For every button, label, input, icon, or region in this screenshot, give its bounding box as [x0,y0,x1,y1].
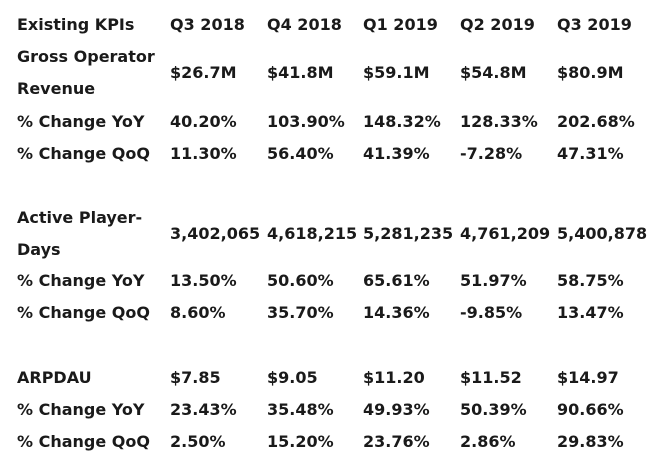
yoy-value: 65.61% [363,271,430,290]
period-header: Q1 2019 [363,15,438,34]
qoq-value: 41.39% [363,144,430,163]
qoq-value: 11.30% [170,144,237,163]
period-header: Q3 2019 [557,15,632,34]
qoq-value: 35.70% [267,303,334,322]
yoy-value: 50.60% [267,271,334,290]
yoy-value: 51.97% [460,271,527,290]
active-player-days-row: Active Player-Days 3,402,065 4,618,215 5… [0,202,656,266]
qoq-row: % Change QoQ 11.30% 56.40% 41.39% -7.28%… [0,138,656,170]
metric-value: $14.97 [557,368,619,387]
qoq-value: 29.83% [557,432,624,451]
yoy-value: 103.90% [267,112,345,131]
yoy-value: 23.43% [170,400,237,419]
yoy-value: 50.39% [460,400,527,419]
yoy-row: % Change YoY 23.43% 35.48% 49.93% 50.39%… [0,394,656,426]
qoq-value: 2.86% [460,432,516,451]
qoq-value: -9.85% [460,303,523,322]
qoq-row: % Change QoQ 2.50% 15.20% 23.76% 2.86% 2… [0,426,656,458]
qoq-value: 47.31% [557,144,624,163]
qoq-label: % Change QoQ [17,432,150,451]
period-header: Q4 2018 [267,15,342,34]
qoq-value: 15.20% [267,432,334,451]
metric-label: ARPDAU [17,368,92,387]
qoq-value: 2.50% [170,432,226,451]
metric-label: Gross Operator Revenue [17,47,155,98]
qoq-value: 14.36% [363,303,430,322]
period-header: Q2 2019 [460,15,535,34]
metric-value: $80.9M [557,63,624,82]
gross-operator-revenue-row: Gross Operator Revenue $26.7M $41.8M $59… [0,41,656,105]
yoy-value: 13.50% [170,271,237,290]
yoy-label: % Change YoY [17,400,145,419]
qoq-value: 23.76% [363,432,430,451]
qoq-row: % Change QoQ 8.60% 35.70% 14.36% -9.85% … [0,297,656,329]
yoy-value: 40.20% [170,112,237,131]
metric-value: 4,761,209 [460,224,551,243]
qoq-value: 13.47% [557,303,624,322]
metric-value: $54.8M [460,63,527,82]
metric-value: 4,618,215 [267,224,358,243]
yoy-label: % Change YoY [17,112,145,131]
metric-label: Active Player-Days [17,208,143,259]
yoy-value: 202.68% [557,112,635,131]
qoq-value: 56.40% [267,144,334,163]
metric-value: $11.52 [460,368,522,387]
metric-value: $41.8M [267,63,334,82]
yoy-value: 90.66% [557,400,624,419]
yoy-value: 58.75% [557,271,624,290]
yoy-value: 35.48% [267,400,334,419]
yoy-value: 128.33% [460,112,538,131]
metric-value: 5,281,235 [363,224,454,243]
yoy-label: % Change YoY [17,271,145,290]
metric-value: $9.05 [267,368,318,387]
metric-value: $26.7M [170,63,237,82]
qoq-label: % Change QoQ [17,303,150,322]
metric-value: $11.20 [363,368,425,387]
qoq-value: -7.28% [460,144,523,163]
qoq-label: % Change QoQ [17,144,150,163]
yoy-value: 49.93% [363,400,430,419]
period-header: Q3 2018 [170,15,245,34]
yoy-value: 148.32% [363,112,441,131]
header-label: Existing KPIs [17,15,135,34]
header-row: Existing KPIs Q3 2018 Q4 2018 Q1 2019 Q2… [0,9,656,41]
yoy-row: % Change YoY 40.20% 103.90% 148.32% 128.… [0,106,656,138]
metric-value: $7.85 [170,368,221,387]
yoy-row: % Change YoY 13.50% 50.60% 65.61% 51.97%… [0,265,656,297]
arpdau-row: ARPDAU $7.85 $9.05 $11.20 $11.52 $14.97 [0,362,656,394]
qoq-value: 8.60% [170,303,226,322]
metric-value: 3,402,065 [170,224,261,243]
metric-value: $59.1M [363,63,430,82]
metric-value: 5,400,878 [557,224,648,243]
